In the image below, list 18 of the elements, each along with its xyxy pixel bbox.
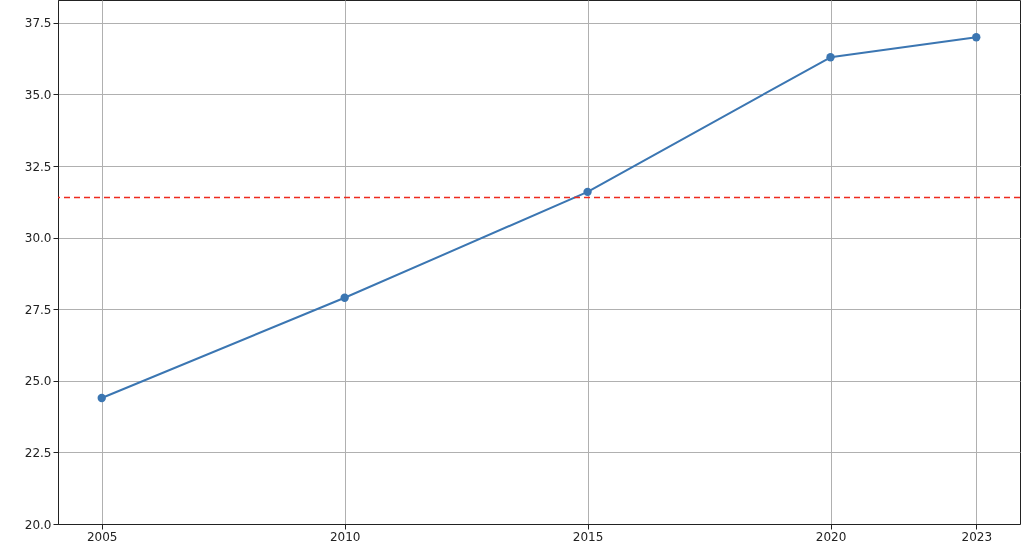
x-tick-label: 2010	[329, 529, 361, 544]
y-tick-label: 37.5	[24, 16, 52, 31]
point	[583, 187, 592, 197]
x-tick-label: 2023	[961, 529, 993, 544]
point	[97, 393, 106, 403]
point	[340, 293, 349, 302]
y-tick-label: 25.0	[24, 374, 52, 389]
x-tick-label: 2020	[815, 529, 847, 544]
point	[826, 53, 835, 62]
y-tick-label: 20.0	[24, 517, 52, 532]
y-tick-label: 22.5	[24, 445, 52, 460]
y-tick-label: 30.0	[24, 231, 52, 246]
y-tick-label: 35.0	[24, 87, 52, 102]
x-tick-label: 2015	[572, 529, 604, 544]
x-tick-label: 2005	[86, 529, 118, 544]
y-tick-label: 27.5	[24, 302, 52, 317]
point	[972, 33, 981, 42]
y-tick-label: 32.5	[24, 159, 52, 174]
